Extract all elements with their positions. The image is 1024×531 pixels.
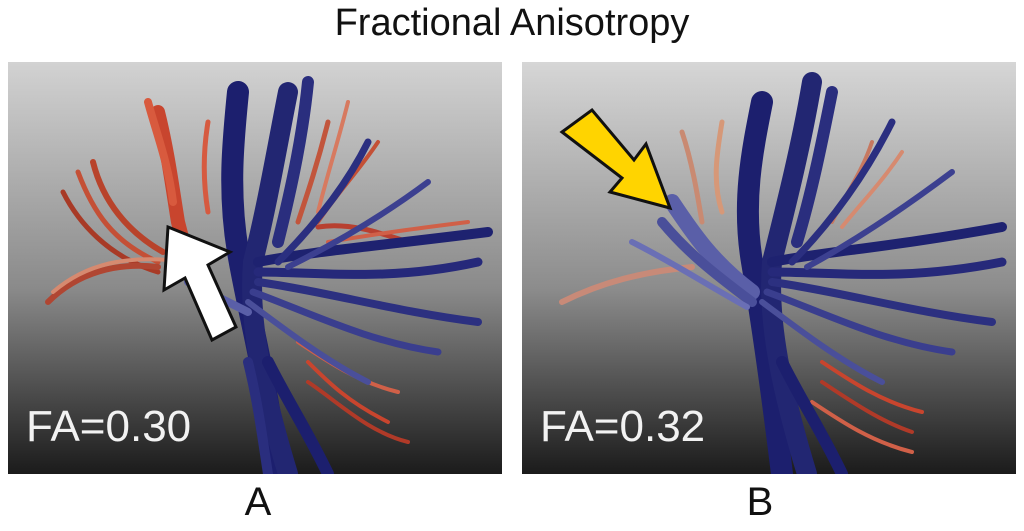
tractography-image-b — [522, 62, 1016, 474]
tractography-image-a — [8, 62, 502, 474]
blue-fibers-b — [629, 72, 1007, 474]
panel-b-image: FA=0.32 — [522, 62, 1016, 474]
arrow-down-right-icon — [559, 107, 673, 211]
panel-letter-a: A — [244, 480, 272, 524]
blue-fibers-a — [184, 76, 493, 474]
panel-letter-b: B — [746, 480, 774, 524]
figure-title: Fractional Anisotropy — [334, 2, 690, 44]
arrow-up-right-icon — [162, 224, 238, 343]
panel-a-image: FA=0.30 — [8, 62, 502, 474]
fa-value-label-a: FA=0.30 — [26, 402, 192, 451]
fa-value-label-b: FA=0.32 — [540, 402, 706, 451]
